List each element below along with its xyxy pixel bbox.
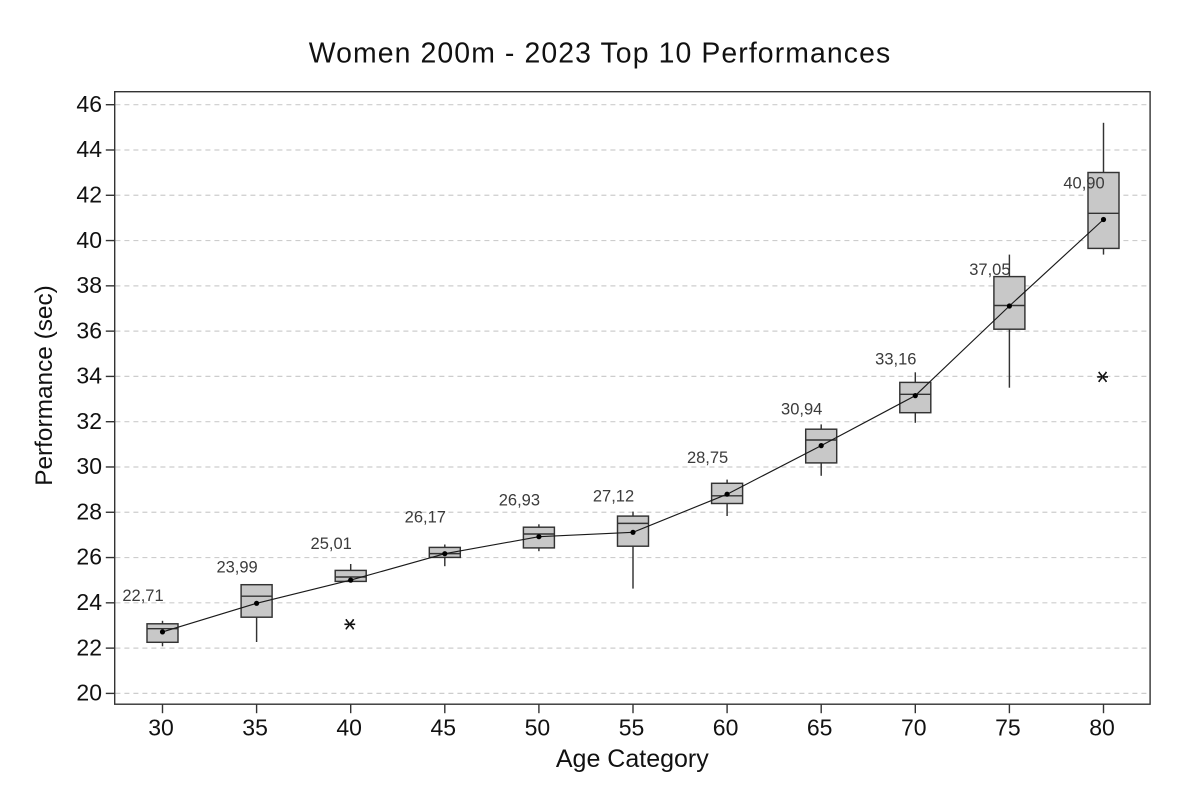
- svg-text:25,01: 25,01: [311, 535, 352, 553]
- svg-text:40: 40: [76, 227, 102, 253]
- svg-text:33,16: 33,16: [875, 351, 916, 369]
- svg-text:Performance (sec): Performance (sec): [31, 285, 58, 486]
- svg-text:55: 55: [619, 714, 645, 740]
- svg-text:24: 24: [76, 589, 102, 615]
- svg-text:75: 75: [995, 714, 1021, 740]
- svg-text:45: 45: [431, 714, 457, 740]
- svg-text:28,75: 28,75: [687, 449, 728, 467]
- svg-text:32: 32: [76, 408, 102, 434]
- svg-text:27,12: 27,12: [593, 487, 634, 505]
- svg-text:23,99: 23,99: [216, 558, 257, 576]
- svg-text:Age Category: Age Category: [556, 745, 709, 773]
- svg-text:40: 40: [336, 714, 362, 740]
- svg-text:26: 26: [76, 544, 102, 570]
- svg-text:65: 65: [807, 714, 833, 740]
- svg-text:34: 34: [76, 363, 102, 389]
- svg-text:42: 42: [76, 182, 102, 208]
- svg-text:35: 35: [242, 714, 268, 740]
- svg-text:22,71: 22,71: [122, 587, 163, 605]
- svg-text:60: 60: [713, 714, 739, 740]
- svg-text:38: 38: [76, 272, 102, 298]
- svg-text:36: 36: [76, 317, 102, 343]
- svg-text:30: 30: [76, 453, 102, 479]
- svg-text:40,90: 40,90: [1063, 175, 1104, 193]
- svg-text:26,17: 26,17: [405, 509, 446, 527]
- svg-text:30: 30: [148, 714, 174, 740]
- svg-text:70: 70: [901, 714, 927, 740]
- svg-text:20: 20: [76, 680, 102, 706]
- svg-text:46: 46: [76, 91, 102, 117]
- svg-text:26,93: 26,93: [499, 492, 540, 510]
- svg-text:44: 44: [76, 136, 102, 162]
- svg-text:50: 50: [525, 714, 551, 740]
- svg-text:37,05: 37,05: [969, 261, 1010, 279]
- svg-text:30,94: 30,94: [781, 401, 822, 419]
- svg-text:80: 80: [1089, 714, 1115, 740]
- svg-text:Women 200m - 2023 Top 10 Perfo: Women 200m - 2023 Top 10 Performances: [309, 38, 892, 70]
- svg-text:28: 28: [76, 499, 102, 525]
- svg-text:22: 22: [76, 634, 102, 660]
